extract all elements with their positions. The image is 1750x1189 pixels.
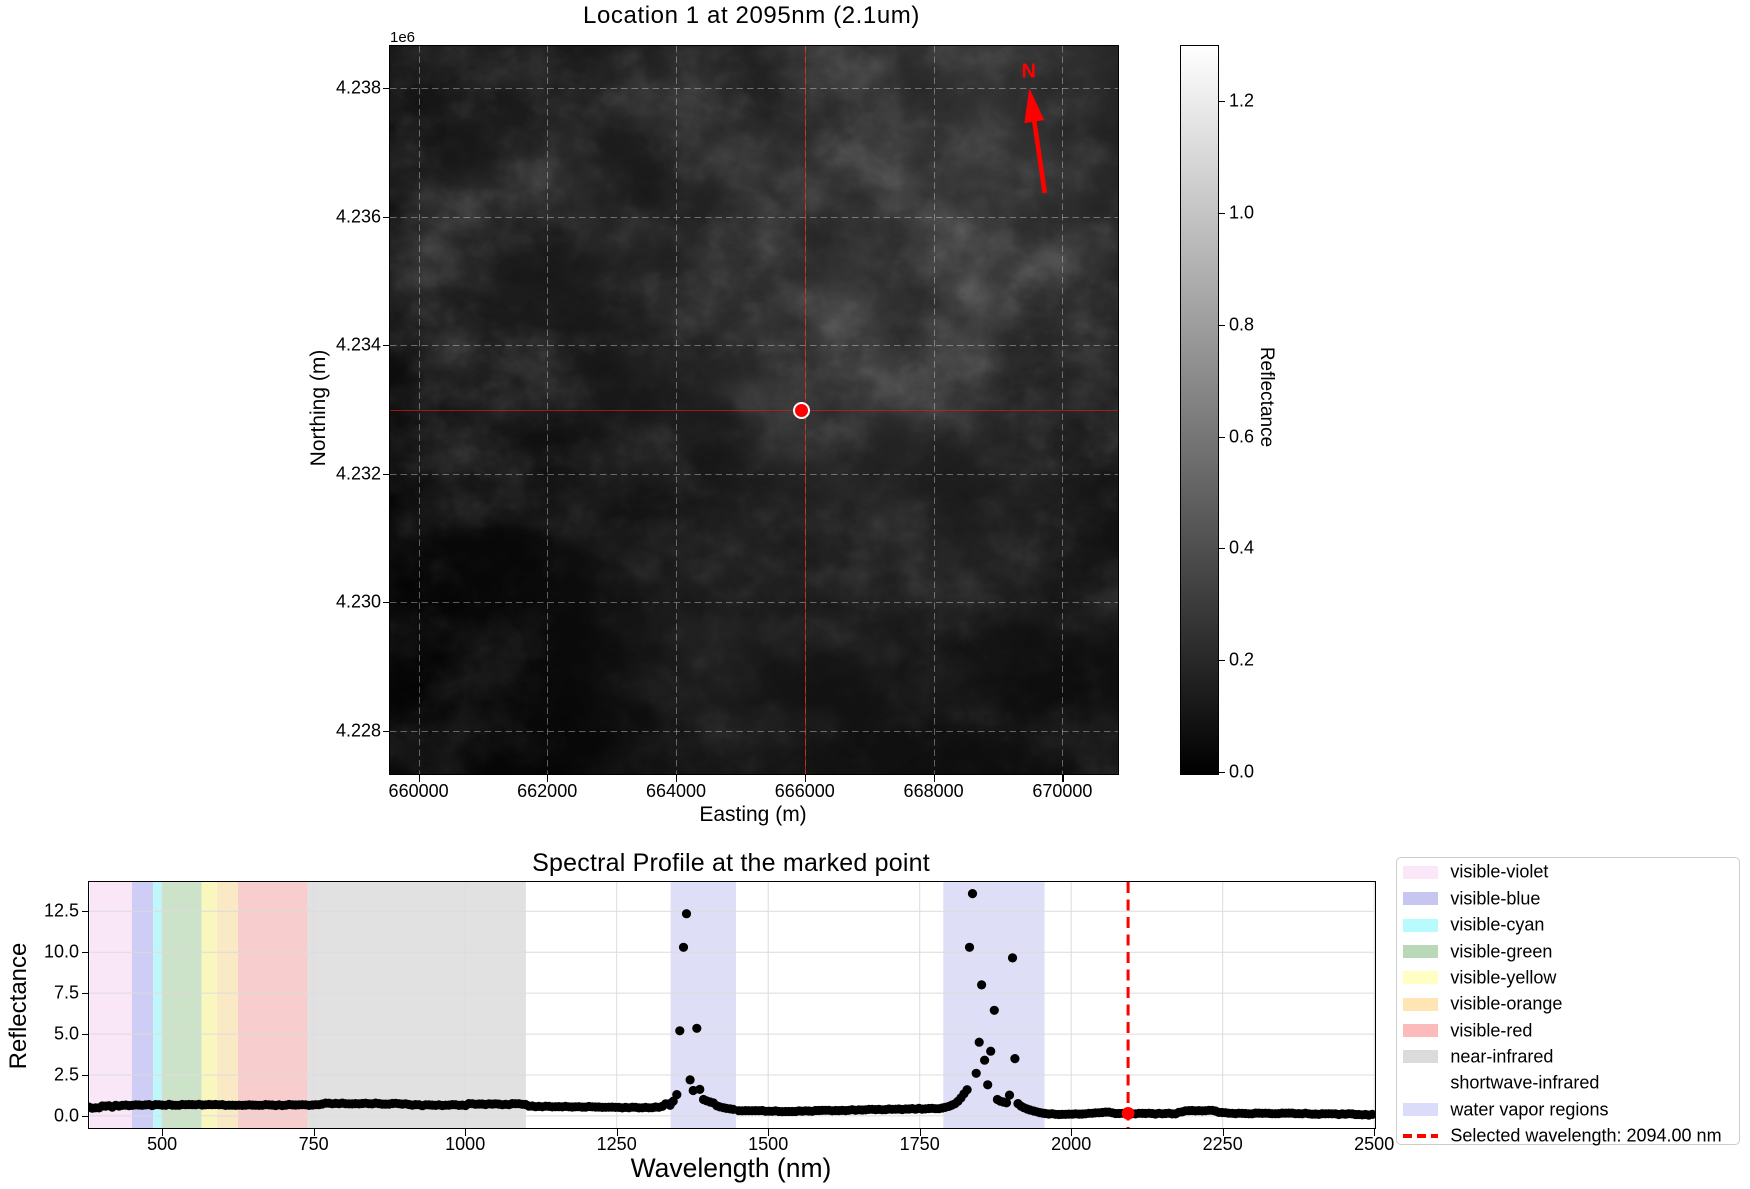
svg-text:N: N	[1022, 61, 1036, 83]
